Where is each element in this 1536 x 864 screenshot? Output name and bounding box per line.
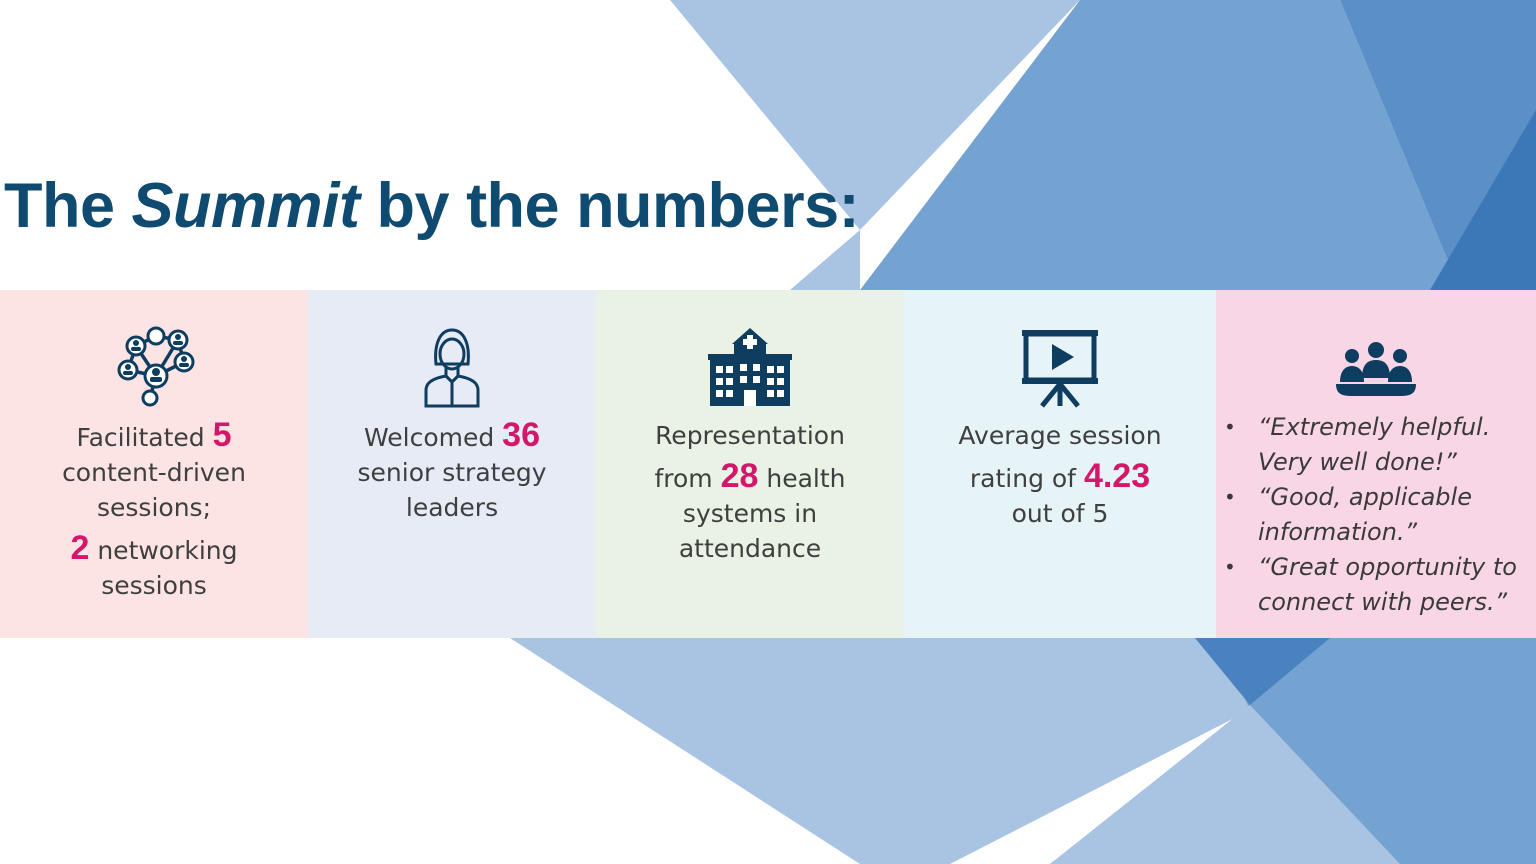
stat-panel-leaders: Welcomed 36 senior strategy leaders [308,290,596,638]
feedback-quote: “Extremely helpful. Very well done!” [1224,410,1536,480]
leaders-count: 36 [502,416,540,454]
sessions-stat-text: Facilitated 5 content-driven sessions; 2… [0,418,308,603]
stat-label: from [654,464,721,493]
stat-label: Facilitated [76,423,213,452]
feedback-quote: “Good, applicable information.” [1224,480,1536,550]
stat-label: systems in [682,499,818,528]
stat-label: rating of [969,464,1084,493]
feedback-quote: “Great opportunity to connect with peers… [1224,550,1536,620]
group-meeting-icon [1330,324,1422,408]
stat-label: content-driven [62,458,246,487]
hospital-icon [704,324,796,408]
stat-label: out of 5 [1011,499,1109,528]
stat-label: sessions [101,571,207,600]
stat-panel-health-systems: Representation from 28 health systems in… [596,290,904,638]
title-suffix: by the numbers: [359,171,860,241]
stat-label: leaders [405,493,499,522]
health-systems-count: 28 [720,457,759,495]
stat-label: sessions; [97,493,211,522]
presentation-icon [1014,324,1106,408]
stat-label: senior strategy [357,458,547,487]
feedback-panel: “Extremely helpful. Very well done!” “Go… [1216,290,1536,638]
leaders-stat-text: Welcomed 36 senior strategy leaders [308,418,596,525]
average-rating-value: 4.23 [1083,457,1151,495]
feedback-quotes-list: “Extremely helpful. Very well done!” “Go… [1216,410,1536,620]
stat-panel-sessions: Facilitated 5 content-driven sessions; 2… [0,290,308,638]
content-sessions-count: 5 [212,416,232,454]
title-emphasis: Summit [131,171,361,241]
title-prefix: The [4,171,132,241]
stats-band: Facilitated 5 content-driven sessions; 2… [0,290,1536,638]
stat-label: attendance [678,534,822,563]
stat-label: networking [89,536,238,565]
rating-stat-text: Average session rating of 4.23 out of 5 [904,418,1216,531]
stat-panel-rating: Average session rating of 4.23 out of 5 [904,290,1216,638]
stat-label: Representation [655,421,845,450]
person-icon [406,324,498,408]
networking-sessions-count: 2 [70,529,90,567]
network-icon [108,324,200,408]
health-systems-stat-text: Representation from 28 health systems in… [596,418,904,566]
stat-label: Welcomed [364,423,503,452]
stat-label: health [758,464,846,493]
page-title: The Summit by the numbers: [4,168,860,244]
stat-label: Average session [958,421,1162,450]
